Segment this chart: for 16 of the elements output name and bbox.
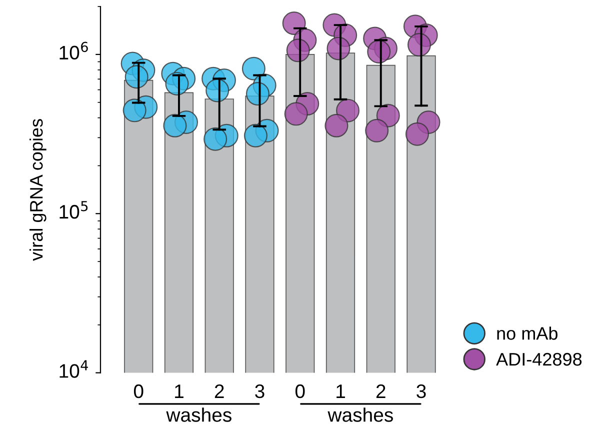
x-tick-label: 3 [416, 384, 426, 398]
x-tick-label: 0 [134, 384, 144, 398]
x-tick-label: 3 [255, 384, 264, 398]
text: washes [328, 408, 393, 422]
x-tick-label: 1 [175, 384, 184, 398]
y-tick-label: 10$^{4}$ [60, 360, 88, 378]
y-axis-title: viral gRNA copies [29, 119, 46, 261]
x-tick-label: 2 [214, 384, 224, 398]
x-tick-label: 2 [376, 384, 386, 398]
y-tick-label: 10$^{6}$ [60, 42, 88, 60]
y-tick-label: 10$^{5}$ [60, 201, 88, 219]
text: washes [166, 408, 232, 422]
x-tick-label: 0 [295, 384, 305, 398]
legend-label: ADI-42898 [496, 352, 582, 366]
x-tick-label: 1 [336, 384, 345, 398]
legend-label: no mAb [497, 326, 558, 340]
